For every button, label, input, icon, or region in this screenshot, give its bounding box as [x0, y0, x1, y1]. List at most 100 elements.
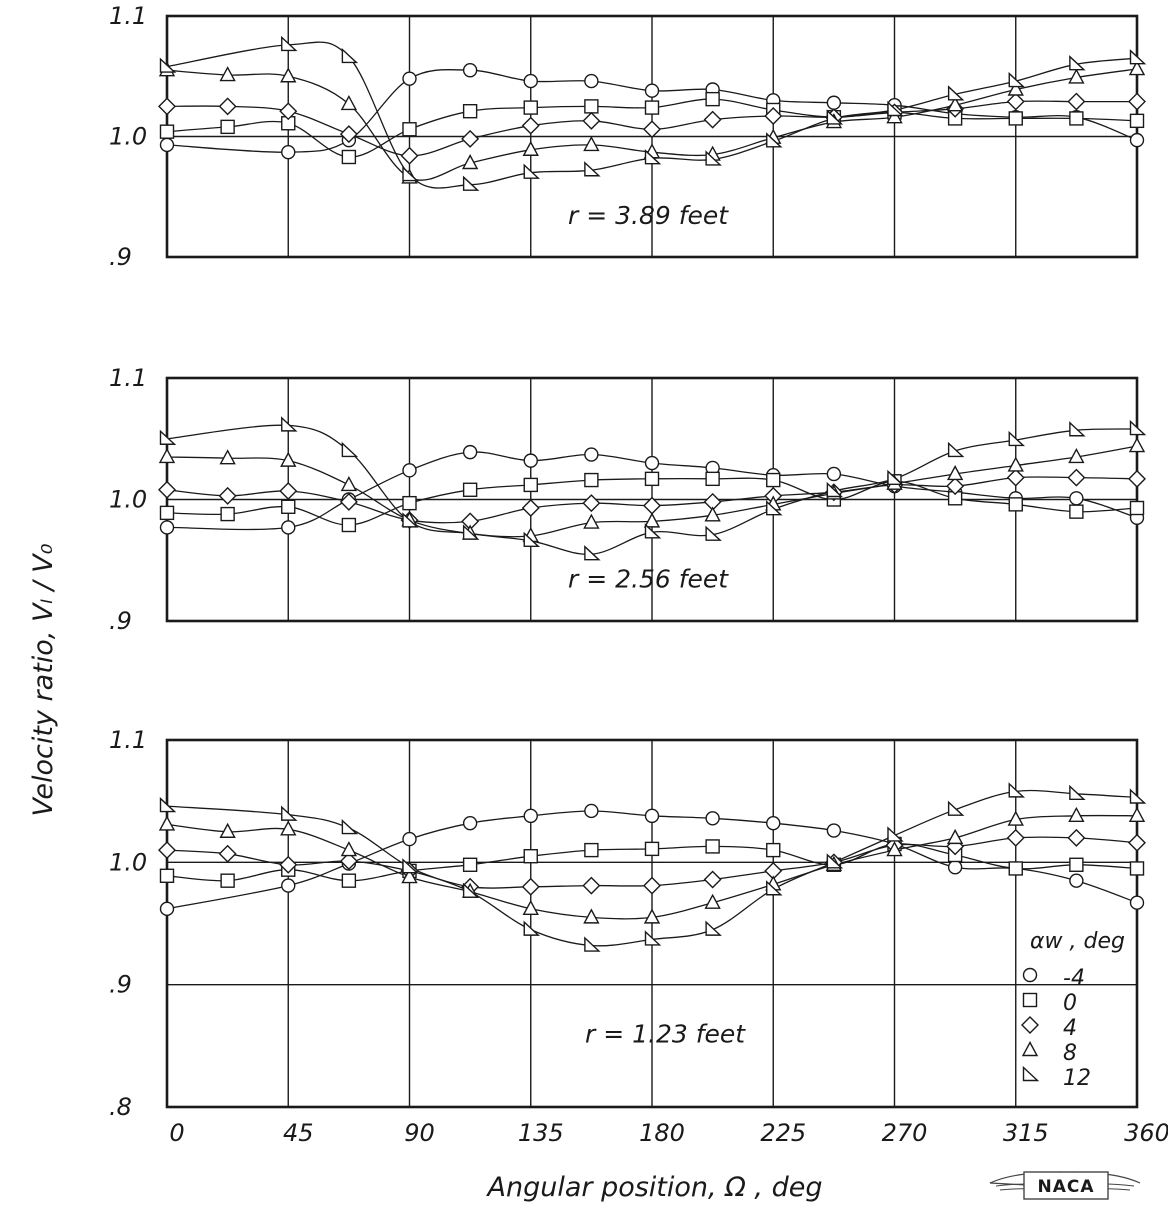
- data-point-0: [705, 91, 720, 107]
- data-point-12: [462, 175, 480, 191]
- legend-marker-8: [1021, 1041, 1039, 1057]
- data-point-0: [584, 472, 599, 488]
- data-point-12: [705, 150, 722, 166]
- data-point-4: [339, 125, 358, 144]
- data-point-0: [1129, 500, 1145, 516]
- data-point-4: [158, 97, 176, 116]
- data-point-4: [946, 477, 965, 496]
- panel-frame: [165, 738, 1139, 1109]
- data-point-12: [766, 132, 783, 148]
- data-point-4: [1128, 92, 1146, 111]
- data-point-8: [1068, 68, 1085, 84]
- data-point-12: [462, 882, 480, 898]
- data-point--4: [402, 463, 417, 478]
- data-point-8: [340, 841, 358, 857]
- data-point-0: [705, 839, 720, 854]
- data-point-12: [402, 165, 419, 182]
- data-point-0: [1129, 861, 1145, 876]
- data-point-4: [764, 107, 783, 126]
- data-point--4: [1069, 873, 1084, 888]
- y-tick-label: 1.1: [109, 2, 147, 30]
- data-point-0: [1069, 504, 1084, 519]
- naca-logo-text: NACA: [1037, 1177, 1094, 1197]
- x-tick-label: 315: [1003, 1119, 1049, 1147]
- data-point-0: [341, 149, 357, 165]
- radius-annotation: r = 1.23 feet: [585, 1020, 746, 1049]
- data-point-8: [280, 820, 297, 836]
- data-point-4: [279, 855, 298, 874]
- data-point-12: [644, 523, 662, 539]
- data-point-12: [159, 796, 177, 813]
- data-point-4: [1006, 468, 1025, 487]
- data-point-0: [402, 495, 417, 511]
- data-point-12: [1008, 430, 1026, 447]
- data-point-0: [159, 505, 175, 521]
- data-point--4: [644, 83, 660, 98]
- x-tick-label: 180: [639, 1119, 685, 1147]
- data-point-12: [1008, 71, 1026, 88]
- x-tick-label: 90: [404, 1119, 435, 1147]
- naca-logo: NACA: [989, 1171, 1141, 1200]
- data-point-8: [158, 815, 176, 831]
- data-point-12: [341, 818, 359, 835]
- legend-entry-label: 8: [1063, 1041, 1077, 1066]
- data-point-12: [887, 100, 904, 117]
- data-point-8: [583, 135, 600, 152]
- y-tick-label: .9: [109, 607, 132, 635]
- panel-frame: [165, 376, 1139, 623]
- data-point-8: [704, 893, 721, 909]
- data-point-12: [826, 853, 844, 869]
- radius-annotation: r = 3.89 feet: [568, 201, 729, 230]
- data-point--4: [1129, 895, 1145, 910]
- data-point-8: [1128, 60, 1146, 76]
- data-point-12: [705, 525, 722, 541]
- data-point-12: [1008, 782, 1026, 798]
- legend-entry-label: 4: [1063, 1016, 1077, 1041]
- data-point-0: [705, 471, 720, 487]
- data-point-4: [158, 841, 176, 860]
- data-point-4: [339, 492, 358, 511]
- data-point-4: [521, 116, 540, 135]
- data-point-4: [158, 480, 176, 499]
- data-point-4: [582, 111, 601, 130]
- y-tick-label: .9: [109, 243, 132, 271]
- panels-group: .9 1.0 1.1 r = 3.89 feet .9 1.0 1.1 r = 2.56 fe…: [109, 2, 1147, 1121]
- data-point-4: [582, 494, 601, 513]
- data-point--4: [584, 447, 599, 462]
- data-point-0: [402, 122, 417, 137]
- data-point-0: [220, 873, 235, 888]
- data-point-0: [462, 857, 478, 872]
- x-tick-label: 45: [283, 1119, 314, 1147]
- data-point-8: [1007, 810, 1024, 826]
- data-point-12: [402, 512, 419, 528]
- data-point-0: [341, 873, 357, 888]
- data-point-8: [946, 828, 964, 845]
- data-point-8: [219, 822, 236, 838]
- data-point-8: [1007, 80, 1024, 96]
- data-point--4: [402, 71, 417, 86]
- data-point-12: [887, 826, 904, 842]
- data-point-12: [159, 57, 177, 73]
- data-point-12: [1069, 55, 1086, 71]
- panel-2: .9 1.0 1.1 r = 2.56 feet: [109, 364, 1147, 635]
- data-point-8: [1007, 456, 1024, 472]
- data-point-8: [946, 96, 964, 112]
- data-point-0: [462, 482, 478, 497]
- data-point-4: [339, 852, 358, 871]
- data-point-12: [523, 920, 541, 936]
- data-point-8: [583, 513, 600, 529]
- data-point-12: [584, 545, 601, 561]
- data-point--4: [1129, 132, 1145, 148]
- data-point-12: [1129, 49, 1147, 65]
- data-point-12: [705, 920, 722, 936]
- data-point-4: [1006, 92, 1025, 111]
- x-tick-label: 135: [518, 1119, 564, 1147]
- data-point-4: [521, 499, 540, 517]
- data-point-0: [523, 849, 538, 864]
- data-point-12: [644, 930, 662, 946]
- data-point--4: [947, 860, 963, 875]
- data-point--4: [644, 455, 660, 471]
- data-point-4: [461, 129, 480, 148]
- data-point-12: [281, 416, 298, 432]
- y-tick-label: 1.0: [109, 848, 147, 876]
